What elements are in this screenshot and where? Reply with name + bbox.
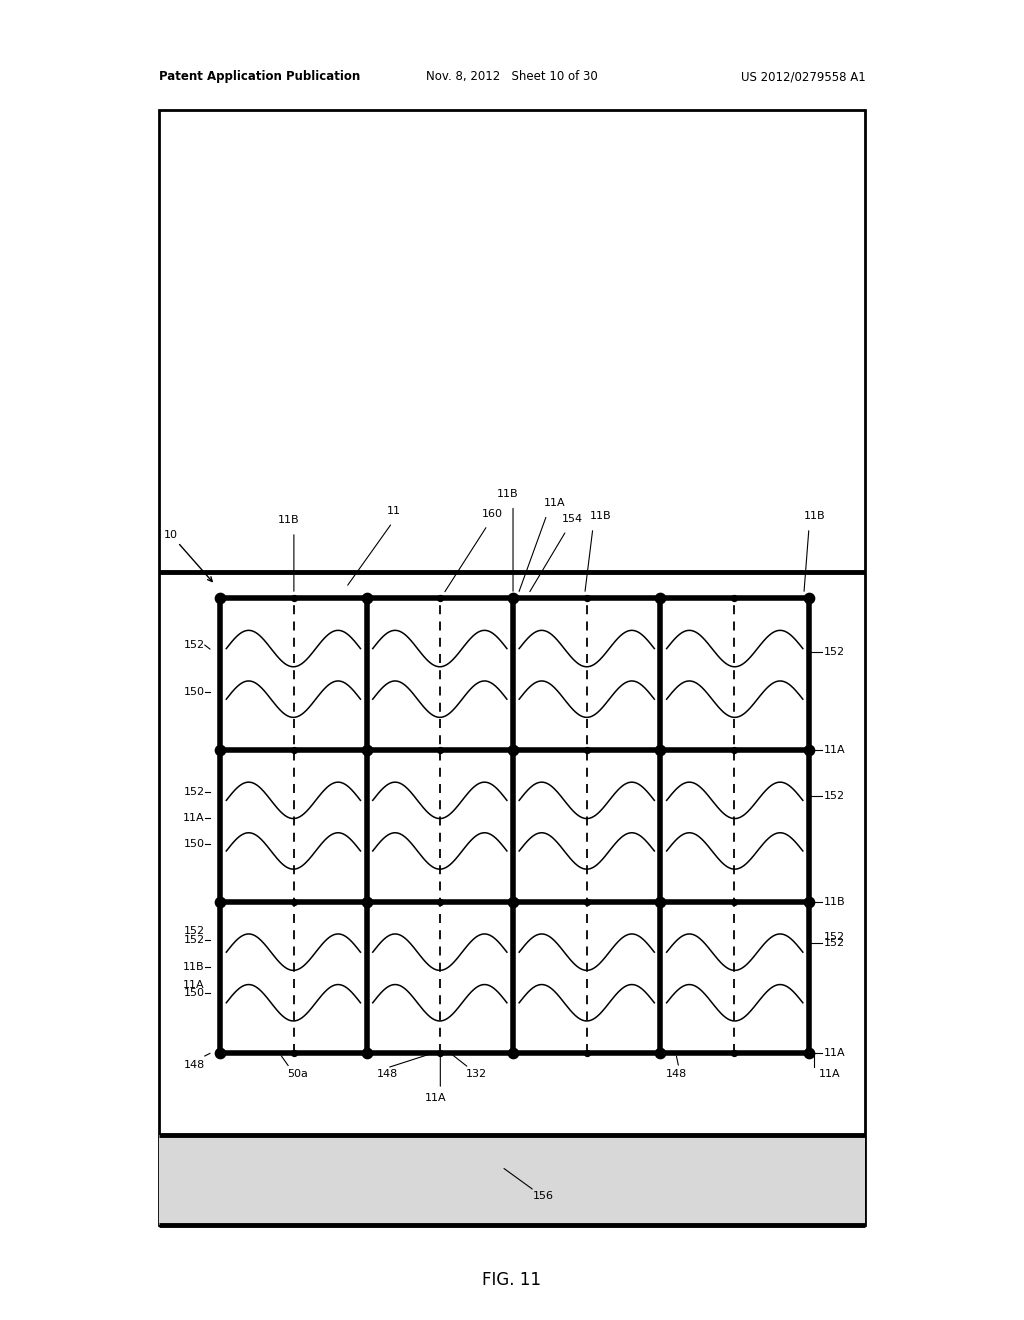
Text: 160: 160 — [482, 508, 504, 519]
Text: 152: 152 — [183, 787, 205, 797]
Point — [358, 739, 375, 760]
Bar — [159, 110, 865, 1225]
Text: 152: 152 — [183, 927, 205, 936]
Text: 152: 152 — [824, 939, 846, 949]
Text: 11B: 11B — [183, 962, 205, 972]
Text: 11A: 11A — [824, 1048, 846, 1059]
Point — [432, 587, 449, 609]
Text: US 2012/0279558 A1: US 2012/0279558 A1 — [740, 70, 865, 83]
Text: 11B: 11B — [590, 511, 611, 521]
Point — [212, 1043, 228, 1064]
Point — [801, 891, 817, 912]
Point — [801, 587, 817, 609]
Text: 50a: 50a — [287, 1069, 307, 1080]
Point — [726, 891, 742, 912]
Point — [358, 587, 375, 609]
Point — [652, 1043, 669, 1064]
Text: Nov. 8, 2012   Sheet 10 of 30: Nov. 8, 2012 Sheet 10 of 30 — [426, 70, 598, 83]
Text: 10: 10 — [164, 529, 212, 582]
Text: Patent Application Publication: Patent Application Publication — [159, 70, 360, 83]
Point — [652, 739, 669, 760]
Point — [652, 587, 669, 609]
Text: 152: 152 — [183, 935, 205, 945]
Text: 11: 11 — [387, 506, 401, 516]
Point — [726, 587, 742, 609]
Text: 11A: 11A — [824, 744, 846, 755]
Text: 11B: 11B — [278, 515, 300, 525]
Text: 11A: 11A — [424, 1093, 446, 1104]
Point — [505, 891, 521, 912]
Point — [726, 739, 742, 760]
Point — [505, 739, 521, 760]
Text: 150: 150 — [183, 688, 205, 697]
Point — [286, 1043, 302, 1064]
Point — [505, 587, 521, 609]
Text: 154: 154 — [562, 513, 584, 524]
Text: 152: 152 — [824, 647, 846, 656]
Point — [286, 739, 302, 760]
Point — [286, 587, 302, 609]
Point — [579, 587, 595, 609]
Text: 156: 156 — [532, 1191, 554, 1201]
Text: 11B: 11B — [804, 511, 825, 521]
Text: 11B: 11B — [824, 896, 846, 907]
Text: 150: 150 — [183, 840, 205, 849]
Text: 132: 132 — [466, 1069, 487, 1080]
Text: 11A: 11A — [819, 1069, 841, 1080]
Text: 148: 148 — [666, 1069, 687, 1080]
Point — [432, 1043, 449, 1064]
Text: 148: 148 — [183, 1060, 205, 1071]
Text: 152: 152 — [824, 791, 846, 801]
Text: FIG. 11: FIG. 11 — [482, 1271, 542, 1290]
Point — [726, 1043, 742, 1064]
Text: 150: 150 — [183, 987, 205, 998]
Text: 148: 148 — [377, 1069, 398, 1080]
Point — [358, 1043, 375, 1064]
Bar — [159, 1135, 865, 1225]
Point — [579, 1043, 595, 1064]
Point — [801, 1043, 817, 1064]
Point — [358, 891, 375, 912]
Point — [505, 1043, 521, 1064]
Text: 11B: 11B — [497, 488, 519, 499]
Point — [286, 891, 302, 912]
Point — [212, 891, 228, 912]
Point — [579, 891, 595, 912]
Text: 11A: 11A — [544, 498, 565, 508]
Text: 152: 152 — [824, 932, 846, 941]
Point — [652, 891, 669, 912]
Text: 11A: 11A — [183, 979, 205, 990]
Text: 152: 152 — [183, 640, 205, 649]
Point — [432, 891, 449, 912]
Point — [212, 739, 228, 760]
Point — [212, 587, 228, 609]
Text: 11A: 11A — [183, 813, 205, 824]
Point — [579, 739, 595, 760]
Point — [432, 739, 449, 760]
Point — [801, 739, 817, 760]
